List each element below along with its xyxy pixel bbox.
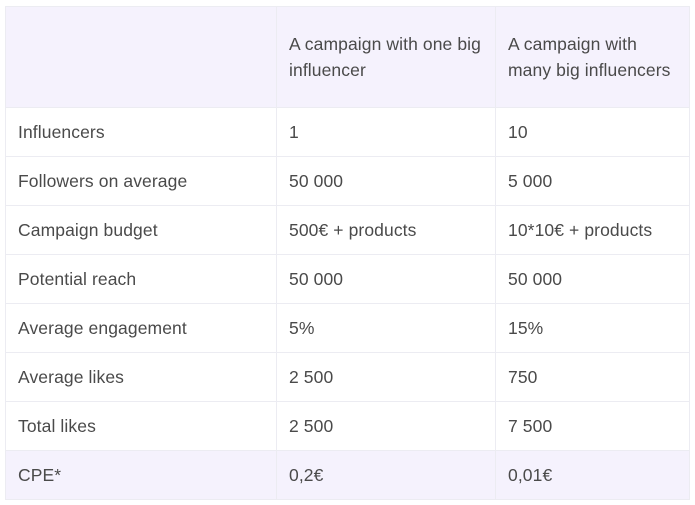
table-header-row: A campaign with one big influencer A cam…	[5, 6, 690, 108]
cell-many-influencers: 750	[495, 352, 690, 402]
cell-many-influencers: 5 000	[495, 156, 690, 206]
cell-one-influencer: 50 000	[276, 254, 496, 304]
table-row: Campaign budget 500€ + products 10*10€ +…	[5, 205, 690, 255]
cell-one-influencer: 1	[276, 107, 496, 157]
cell-many-influencers: 15%	[495, 303, 690, 353]
row-label: Influencers	[5, 107, 277, 157]
header-cell-one-influencer: A campaign with one big influencer	[276, 6, 496, 108]
row-label: Average likes	[5, 352, 277, 402]
cell-one-influencer: 2 500	[276, 352, 496, 402]
row-label: Followers on average	[5, 156, 277, 206]
cell-one-influencer: 2 500	[276, 401, 496, 451]
table-row: Average engagement 5% 15%	[5, 303, 690, 353]
table-row: Followers on average 50 000 5 000	[5, 156, 690, 206]
header-cell-empty	[5, 6, 277, 108]
row-label: CPE*	[5, 450, 277, 500]
row-label: Potential reach	[5, 254, 277, 304]
row-label: Total likes	[5, 401, 277, 451]
table-row: Total likes 2 500 7 500	[5, 401, 690, 451]
header-cell-many-influencers: A campaign with many big influencers	[495, 6, 690, 108]
cell-many-influencers: 7 500	[495, 401, 690, 451]
row-label: Campaign budget	[5, 205, 277, 255]
row-label: Average engagement	[5, 303, 277, 353]
table-row: Average likes 2 500 750	[5, 352, 690, 402]
cell-one-influencer: 500€ + products	[276, 205, 496, 255]
table-row: Potential reach 50 000 50 000	[5, 254, 690, 304]
cell-many-influencers: 0,01€	[495, 450, 690, 500]
cell-many-influencers: 10*10€ + products	[495, 205, 690, 255]
cell-many-influencers: 10	[495, 107, 690, 157]
cell-one-influencer: 0,2€	[276, 450, 496, 500]
cell-one-influencer: 50 000	[276, 156, 496, 206]
comparison-table: A campaign with one big influencer A cam…	[5, 6, 690, 500]
cell-many-influencers: 50 000	[495, 254, 690, 304]
table-row: Influencers 1 10	[5, 107, 690, 157]
table-row-highlight: CPE* 0,2€ 0,01€	[5, 450, 690, 500]
cell-one-influencer: 5%	[276, 303, 496, 353]
